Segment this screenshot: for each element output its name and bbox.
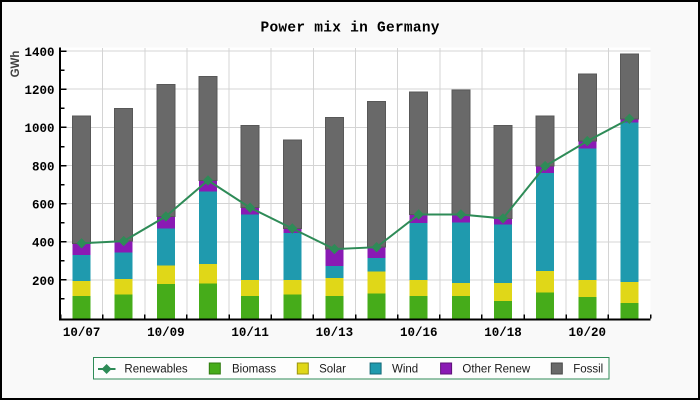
svg-text:Fossil: Fossil xyxy=(573,364,603,376)
svg-text:10/20: 10/20 xyxy=(569,326,607,340)
svg-text:GWh: GWh xyxy=(10,51,22,78)
svg-text:10/18: 10/18 xyxy=(484,326,522,340)
svg-text:200: 200 xyxy=(32,275,55,289)
svg-text:1000: 1000 xyxy=(24,122,54,136)
svg-text:Biomass: Biomass xyxy=(232,364,276,376)
svg-text:1200: 1200 xyxy=(24,84,54,98)
svg-text:600: 600 xyxy=(32,199,55,213)
svg-text:Power mix in Germany: Power mix in Germany xyxy=(261,21,440,37)
svg-text:Other Renew: Other Renew xyxy=(462,364,530,376)
svg-text:Solar: Solar xyxy=(319,364,346,376)
svg-text:800: 800 xyxy=(32,160,55,174)
svg-text:10/09: 10/09 xyxy=(147,326,185,340)
svg-text:10/11: 10/11 xyxy=(231,326,269,340)
svg-text:1400: 1400 xyxy=(24,46,54,60)
svg-text:10/13: 10/13 xyxy=(316,326,354,340)
svg-text:Wind: Wind xyxy=(392,364,418,376)
svg-text:Renewables: Renewables xyxy=(124,364,188,376)
svg-text:400: 400 xyxy=(32,237,55,251)
svg-text:10/16: 10/16 xyxy=(400,326,438,340)
svg-text:10/07: 10/07 xyxy=(63,326,101,340)
